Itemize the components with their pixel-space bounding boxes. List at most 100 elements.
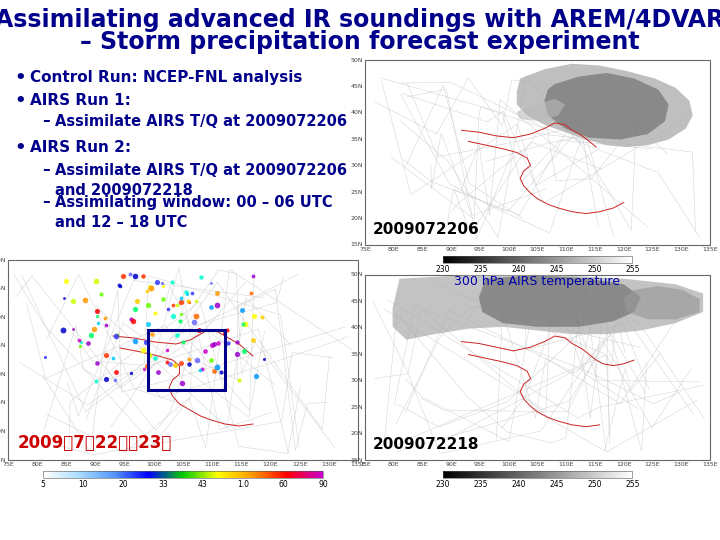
Point bbox=[129, 305, 140, 313]
Point bbox=[180, 288, 192, 296]
Text: 80E: 80E bbox=[388, 247, 400, 252]
Point bbox=[109, 375, 121, 384]
Text: 15N: 15N bbox=[0, 457, 6, 462]
Point bbox=[238, 319, 249, 328]
Text: 135E: 135E bbox=[702, 462, 718, 467]
Point bbox=[79, 295, 91, 304]
Text: –: – bbox=[42, 194, 50, 209]
Text: 90E: 90E bbox=[446, 247, 457, 252]
Text: 130E: 130E bbox=[673, 462, 689, 467]
Point bbox=[194, 366, 205, 375]
Point bbox=[218, 329, 230, 338]
Text: 110E: 110E bbox=[559, 462, 574, 467]
Point bbox=[195, 272, 207, 281]
Point bbox=[141, 287, 153, 296]
Text: 60: 60 bbox=[278, 480, 288, 489]
Point bbox=[157, 294, 168, 303]
Text: 130E: 130E bbox=[673, 247, 689, 252]
Text: Assimilate AIRS T/Q at 2009072206
and 2009072218: Assimilate AIRS T/Q at 2009072206 and 20… bbox=[55, 163, 347, 198]
Text: AIRS Run 1:: AIRS Run 1: bbox=[30, 93, 131, 108]
Point bbox=[248, 272, 259, 280]
Point bbox=[125, 315, 136, 323]
Text: 255: 255 bbox=[625, 480, 639, 489]
Point bbox=[190, 296, 202, 305]
Point bbox=[114, 282, 126, 291]
Point bbox=[248, 312, 260, 320]
Point bbox=[161, 357, 173, 366]
Point bbox=[222, 339, 234, 347]
Point bbox=[151, 277, 163, 286]
Point bbox=[171, 301, 183, 310]
Text: 235: 235 bbox=[473, 480, 488, 489]
Text: 85E: 85E bbox=[60, 462, 72, 467]
Text: 245: 245 bbox=[549, 265, 564, 274]
Text: 95E: 95E bbox=[474, 462, 486, 467]
Point bbox=[212, 339, 223, 347]
Text: 90E: 90E bbox=[89, 462, 102, 467]
Point bbox=[161, 346, 172, 354]
Text: Assimilate AIRS T/Q at 2009072206: Assimilate AIRS T/Q at 2009072206 bbox=[55, 114, 347, 129]
Text: 110E: 110E bbox=[559, 247, 574, 252]
Text: AIRS Run 2:: AIRS Run 2: bbox=[30, 140, 131, 155]
Text: 230: 230 bbox=[436, 265, 450, 274]
Text: 105E: 105E bbox=[175, 462, 191, 467]
Text: 105E: 105E bbox=[530, 462, 545, 467]
Text: 135E: 135E bbox=[350, 462, 366, 467]
Point bbox=[190, 312, 202, 320]
Point bbox=[231, 338, 243, 346]
Point bbox=[138, 346, 149, 355]
Point bbox=[91, 311, 103, 320]
Text: 100E: 100E bbox=[501, 462, 516, 467]
Text: 2009072218: 2009072218 bbox=[373, 437, 480, 452]
Point bbox=[189, 318, 200, 326]
Text: 250: 250 bbox=[588, 265, 602, 274]
Text: 75E: 75E bbox=[359, 462, 371, 467]
Point bbox=[162, 305, 174, 313]
Text: 75E: 75E bbox=[359, 247, 371, 252]
Text: 20N: 20N bbox=[351, 216, 363, 221]
Text: 245: 245 bbox=[549, 480, 564, 489]
Point bbox=[176, 358, 187, 367]
Text: 95E: 95E bbox=[474, 247, 486, 252]
Point bbox=[130, 336, 141, 345]
Text: 85E: 85E bbox=[417, 462, 428, 467]
Point bbox=[76, 337, 87, 346]
Point bbox=[113, 281, 125, 289]
Polygon shape bbox=[544, 73, 669, 139]
Point bbox=[110, 368, 122, 376]
Text: 20N: 20N bbox=[351, 431, 363, 436]
Point bbox=[239, 347, 251, 355]
Point bbox=[183, 360, 194, 369]
Text: –: – bbox=[42, 162, 50, 177]
Point bbox=[247, 336, 258, 345]
Text: 5: 5 bbox=[40, 480, 45, 489]
Text: 50N: 50N bbox=[351, 273, 363, 278]
Text: 90E: 90E bbox=[446, 462, 457, 467]
Point bbox=[186, 289, 197, 298]
Point bbox=[68, 297, 79, 306]
Text: 240: 240 bbox=[511, 265, 526, 274]
Text: •: • bbox=[14, 139, 26, 157]
Point bbox=[233, 376, 245, 384]
Point bbox=[209, 366, 220, 375]
Text: 50N: 50N bbox=[351, 57, 363, 63]
Text: 80E: 80E bbox=[388, 462, 400, 467]
Point bbox=[167, 312, 179, 321]
Point bbox=[245, 288, 256, 297]
Point bbox=[145, 284, 157, 292]
Point bbox=[199, 347, 211, 356]
Text: 20N: 20N bbox=[0, 429, 6, 434]
Text: 130E: 130E bbox=[321, 462, 337, 467]
Polygon shape bbox=[517, 99, 565, 121]
Text: 100E: 100E bbox=[146, 462, 161, 467]
Point bbox=[175, 294, 186, 303]
Point bbox=[92, 319, 104, 327]
Point bbox=[184, 355, 195, 364]
Point bbox=[176, 379, 188, 388]
Point bbox=[149, 308, 161, 317]
Text: 45N: 45N bbox=[351, 299, 363, 304]
Point bbox=[117, 272, 129, 281]
Text: 125E: 125E bbox=[292, 462, 307, 467]
Text: Assimilating advanced IR soundings with AREM/4DVAR: Assimilating advanced IR soundings with … bbox=[0, 8, 720, 32]
Point bbox=[174, 317, 186, 326]
